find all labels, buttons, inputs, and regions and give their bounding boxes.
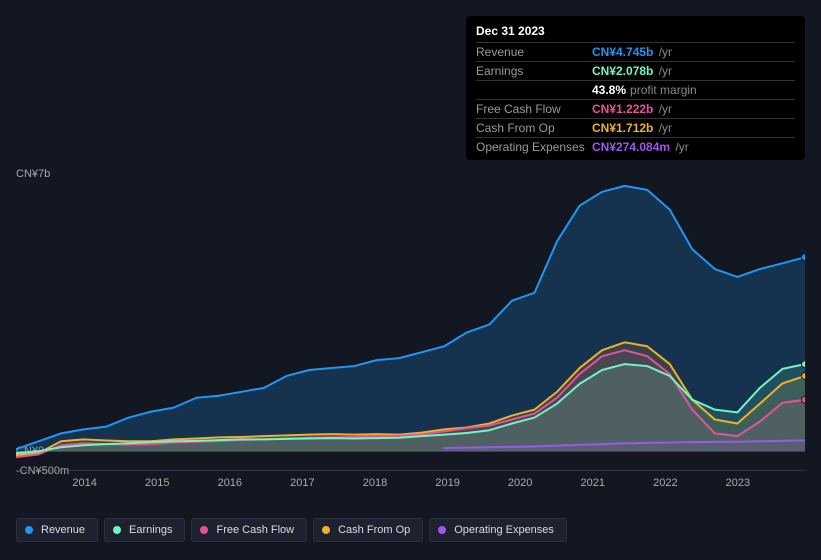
tooltip-value: CN¥1.712b bbox=[592, 121, 653, 135]
legend-item-free-cash-flow[interactable]: Free Cash Flow bbox=[191, 518, 307, 542]
legend-item-revenue[interactable]: Revenue bbox=[16, 518, 98, 542]
tooltip-value-wrap: CN¥1.712b /yr bbox=[592, 121, 672, 135]
tooltip-label: Cash From Op bbox=[476, 121, 592, 135]
x-axis-label: 2016 bbox=[218, 477, 242, 489]
legend-item-earnings[interactable]: Earnings bbox=[104, 518, 185, 542]
chart-legend: Revenue Earnings Free Cash Flow Cash From O… bbox=[16, 518, 567, 542]
tooltip-label: Revenue bbox=[476, 45, 592, 59]
legend-swatch-icon bbox=[438, 526, 446, 534]
financial-chart: CN¥7bCN¥0-CN¥500m 2014201520162017201820… bbox=[16, 160, 805, 490]
tooltip-value-wrap: CN¥4.745b /yr bbox=[592, 45, 672, 59]
x-axis-label: 2018 bbox=[363, 477, 387, 489]
tooltip-value: CN¥274.084m bbox=[592, 140, 670, 154]
legend-swatch-icon bbox=[25, 526, 33, 534]
legend-swatch-icon bbox=[113, 526, 121, 534]
tooltip-body: RevenueCN¥4.745b /yrEarningsCN¥2.078b /y… bbox=[476, 43, 795, 156]
tooltip-row: Operating ExpensesCN¥274.084m /yr bbox=[476, 138, 795, 156]
tooltip-row: RevenueCN¥4.745b /yr bbox=[476, 43, 795, 62]
tooltip-value-wrap: CN¥1.222b /yr bbox=[592, 102, 672, 116]
tooltip-unit: /yr bbox=[655, 45, 672, 59]
x-axis-label: 2020 bbox=[508, 477, 532, 489]
tooltip-unit: /yr bbox=[655, 64, 672, 78]
legend-label: Free Cash Flow bbox=[216, 524, 294, 536]
tooltip-value: CN¥4.745b bbox=[592, 45, 653, 59]
legend-swatch-icon bbox=[200, 526, 208, 534]
x-axis-label: 2022 bbox=[653, 477, 677, 489]
tooltip-value: CN¥2.078b bbox=[592, 64, 653, 78]
x-axis-label: 2017 bbox=[290, 477, 314, 489]
legend-label: Revenue bbox=[41, 524, 85, 536]
x-axis-label: 2023 bbox=[726, 477, 750, 489]
chart-plot bbox=[16, 174, 805, 471]
x-axis-label: 2019 bbox=[435, 477, 459, 489]
tooltip-unit: /yr bbox=[672, 140, 689, 154]
legend-item-operating-expenses[interactable]: Operating Expenses bbox=[429, 518, 567, 542]
tooltip-date: Dec 31 2023 bbox=[476, 20, 795, 43]
tooltip-unit: /yr bbox=[655, 102, 672, 116]
tooltip-value-wrap: CN¥274.084m /yr bbox=[592, 140, 689, 154]
tooltip-unit: /yr bbox=[655, 121, 672, 135]
legend-swatch-icon bbox=[322, 526, 330, 534]
legend-label: Earnings bbox=[129, 524, 172, 536]
marker-cash-from-op bbox=[802, 372, 806, 379]
marker-free-cash-flow bbox=[802, 396, 806, 403]
marker-revenue bbox=[802, 254, 806, 261]
tooltip-row: EarningsCN¥2.078b /yr bbox=[476, 62, 795, 81]
legend-label: Operating Expenses bbox=[454, 524, 554, 536]
x-axis-labels: 2014 2015 2016 2017 2018 2019 2020 2021 2022 2023 bbox=[16, 477, 805, 493]
tooltip-subrow: 43.8%profit margin bbox=[476, 81, 795, 100]
tooltip-label: Free Cash Flow bbox=[476, 102, 592, 116]
legend-label: Cash From Op bbox=[338, 524, 410, 536]
legend-item-cash-from-op[interactable]: Cash From Op bbox=[313, 518, 423, 542]
tooltip-label: Operating Expenses bbox=[476, 140, 592, 154]
x-axis-label: 2021 bbox=[581, 477, 605, 489]
tooltip-row: Cash From OpCN¥1.712b /yr bbox=[476, 119, 795, 138]
tooltip-label: Earnings bbox=[476, 64, 592, 78]
data-tooltip: Dec 31 2023 RevenueCN¥4.745b /yrEarnings… bbox=[466, 16, 805, 160]
marker-earnings bbox=[802, 361, 806, 368]
tooltip-value-wrap: CN¥2.078b /yr bbox=[592, 64, 672, 78]
tooltip-row: Free Cash FlowCN¥1.222b /yr bbox=[476, 100, 795, 119]
tooltip-value: CN¥1.222b bbox=[592, 102, 653, 116]
x-axis-label: 2014 bbox=[72, 477, 96, 489]
x-axis-label: 2015 bbox=[145, 477, 169, 489]
